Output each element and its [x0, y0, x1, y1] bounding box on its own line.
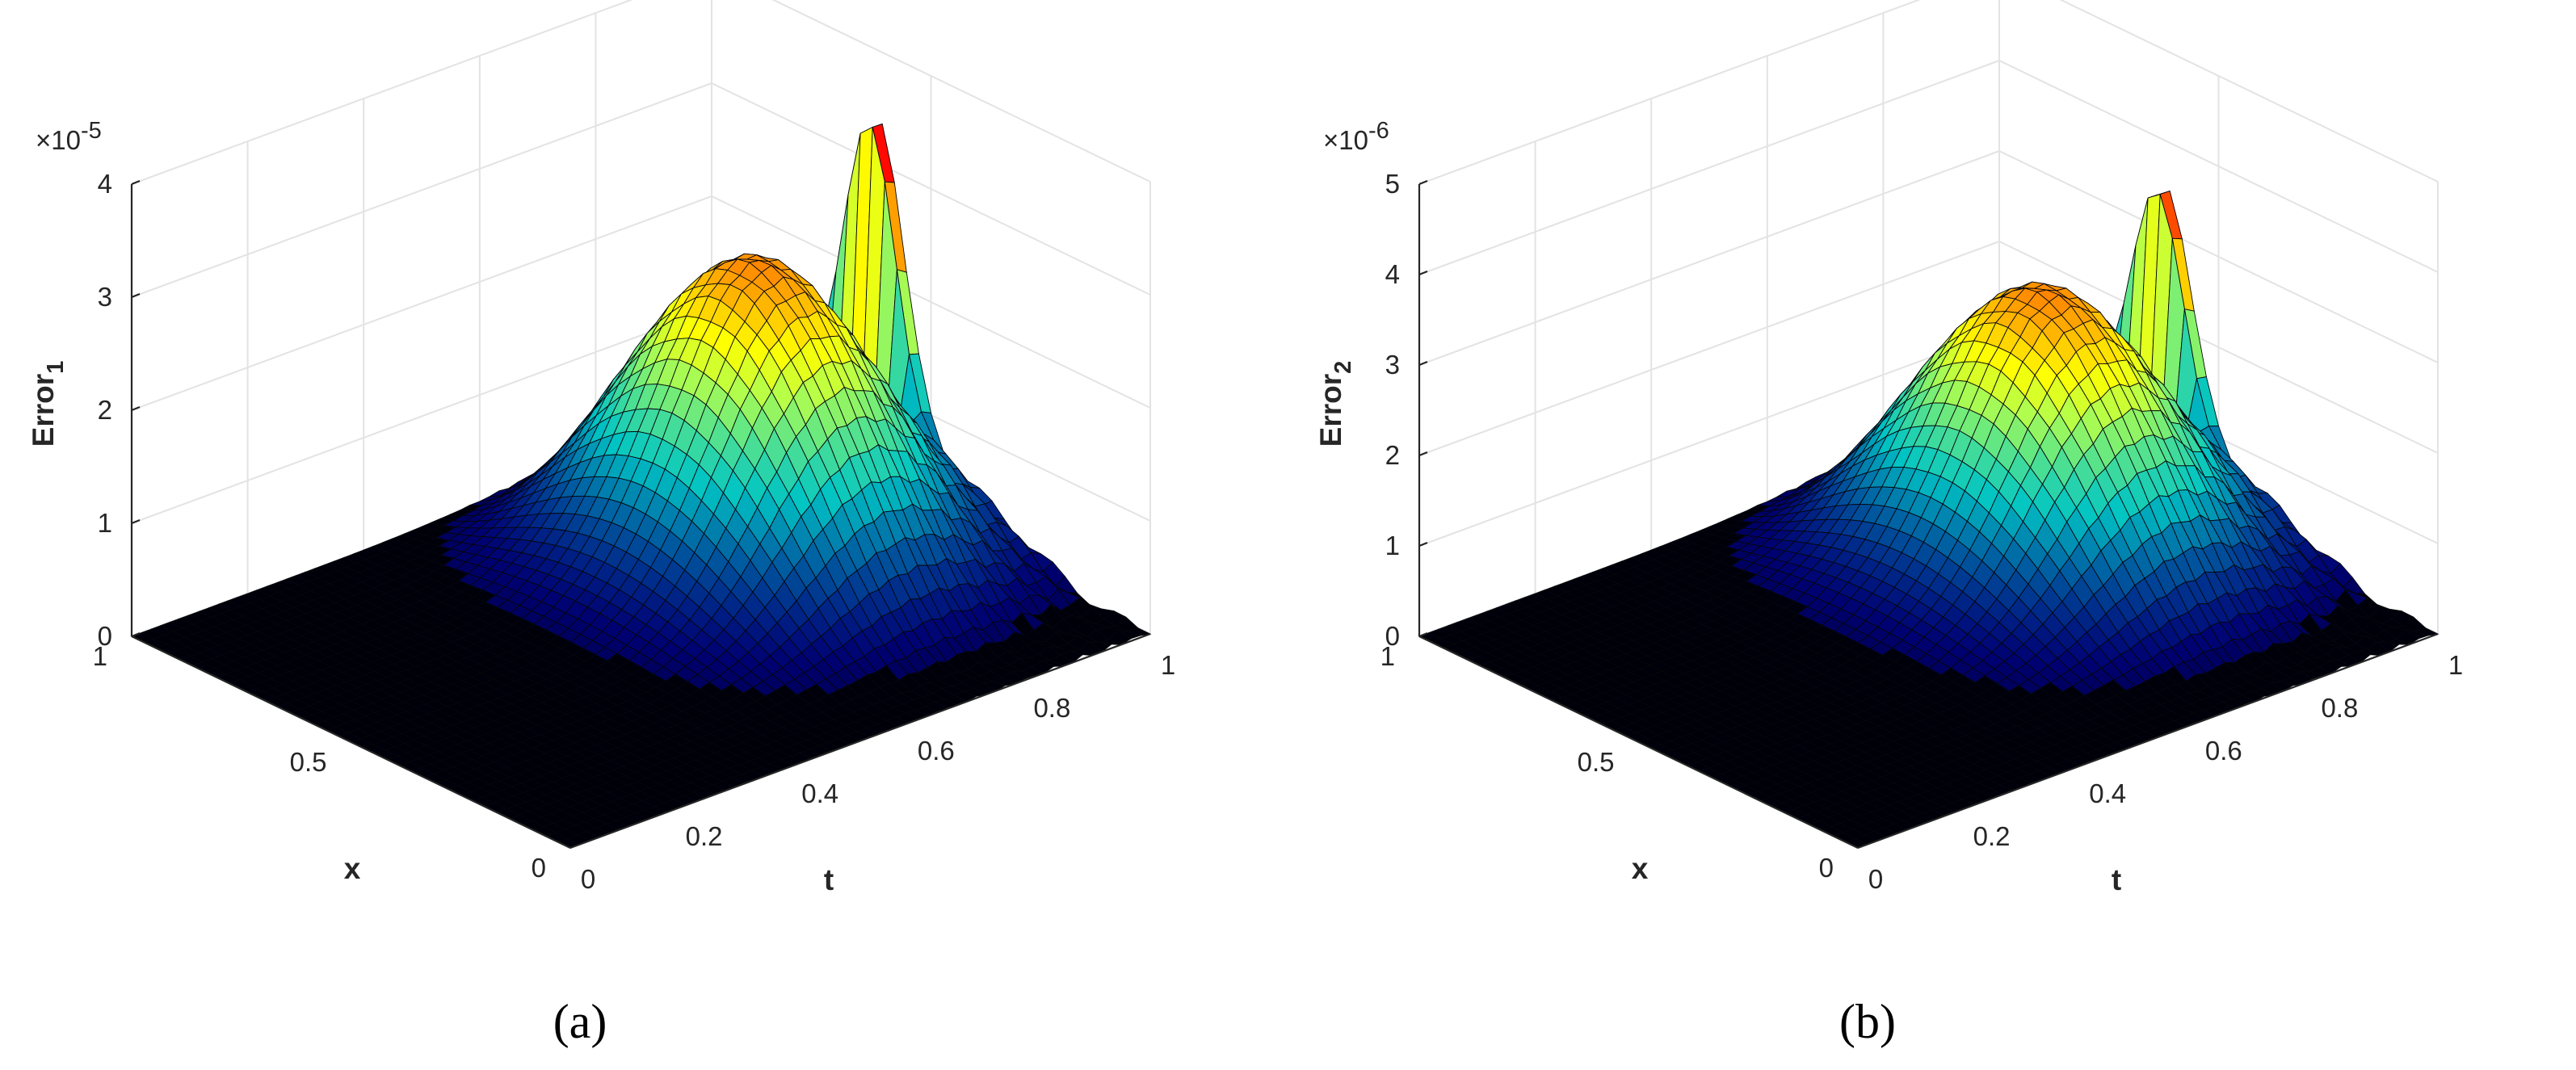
- z-axis-label: Error1: [27, 361, 69, 447]
- x-axis-label: x: [344, 852, 361, 885]
- x-axis-line: [1418, 636, 1859, 849]
- t-axis-line: [1857, 632, 2439, 850]
- x-tick-label-0: 0: [532, 853, 546, 883]
- x-tick-label-2: 1: [93, 641, 107, 671]
- t-tick-label-1: 0.2: [686, 821, 723, 851]
- grid-z-4: [1418, 59, 2439, 275]
- z-tick-label-0: 0: [1385, 621, 1400, 651]
- grid-z-3: [1418, 149, 2439, 366]
- surface-mesh: [1418, 190, 2439, 849]
- z-tick-label-4: 4: [98, 169, 112, 199]
- t-tick-label-4: 0.8: [2321, 693, 2358, 723]
- panel-caption: (a): [553, 995, 607, 1048]
- t-tick-label-2: 0.4: [801, 778, 838, 808]
- t-axis-line: [569, 632, 1151, 850]
- z-tick-label-4: 4: [1385, 259, 1400, 289]
- z-tick-label-3: 3: [98, 282, 112, 312]
- t-axis-label: t: [824, 863, 834, 896]
- z-tick-label-3: 3: [1385, 350, 1400, 380]
- chart-panel-b: 0 1 2 3 4 5 0 0.5 1 0 0.2 0.4 0.6 0.8 1 ×10-6 Error2 x t (b…: [1288, 0, 2575, 1070]
- z-tick-label-1: 1: [98, 508, 112, 538]
- z-tick-label-5: 5: [1385, 169, 1400, 199]
- z-tick-label-1: 1: [1385, 531, 1400, 560]
- z-tick-label-0: 0: [98, 621, 112, 651]
- t-tick-label-5: 1: [1161, 650, 1175, 680]
- x-tick-label-0: 0: [1819, 853, 1834, 883]
- x-tick-label-1: 0.5: [290, 747, 327, 777]
- t-tick-label-5: 1: [2448, 650, 2463, 680]
- t-tick-label-3: 0.6: [2205, 736, 2242, 766]
- t-tick-label-4: 0.8: [1033, 693, 1070, 723]
- z-tick-label-2: 2: [1385, 440, 1400, 470]
- t-axis-label: t: [2112, 863, 2121, 896]
- axes: [1418, 179, 2439, 850]
- z-tick-label-2: 2: [98, 395, 112, 425]
- chart-panel-a: 0 1 2 3 4 0 0.5 1 0 0.2 0.4 0.6 0.8 1 ×10-5 Error1 x t (a): [27, 0, 1176, 1048]
- surface-mesh: [130, 123, 1152, 849]
- t-tick-label-2: 0.4: [2089, 778, 2126, 808]
- axes: [130, 179, 1151, 850]
- t-tick-label-0: 0: [581, 864, 595, 894]
- panel-caption: (b): [1839, 995, 1896, 1048]
- grid-z-4: [131, 0, 1151, 185]
- t-tick-label-1: 0.2: [1973, 821, 2011, 851]
- z-axis-label: Error2: [1314, 361, 1356, 447]
- x-axis-label: x: [1632, 852, 1649, 885]
- x-tick-label-1: 0.5: [1578, 747, 1615, 777]
- grid-z-3: [131, 82, 1151, 298]
- t-tick-label-0: 0: [1868, 864, 1883, 894]
- grid-z-5: [1418, 0, 2439, 185]
- exponent-label: ×10-5: [36, 118, 102, 155]
- x-tick-label-2: 1: [1380, 641, 1395, 671]
- x-axis-line: [131, 636, 571, 849]
- exponent-label: ×10-6: [1323, 118, 1389, 155]
- t-tick-label-3: 0.6: [918, 736, 955, 766]
